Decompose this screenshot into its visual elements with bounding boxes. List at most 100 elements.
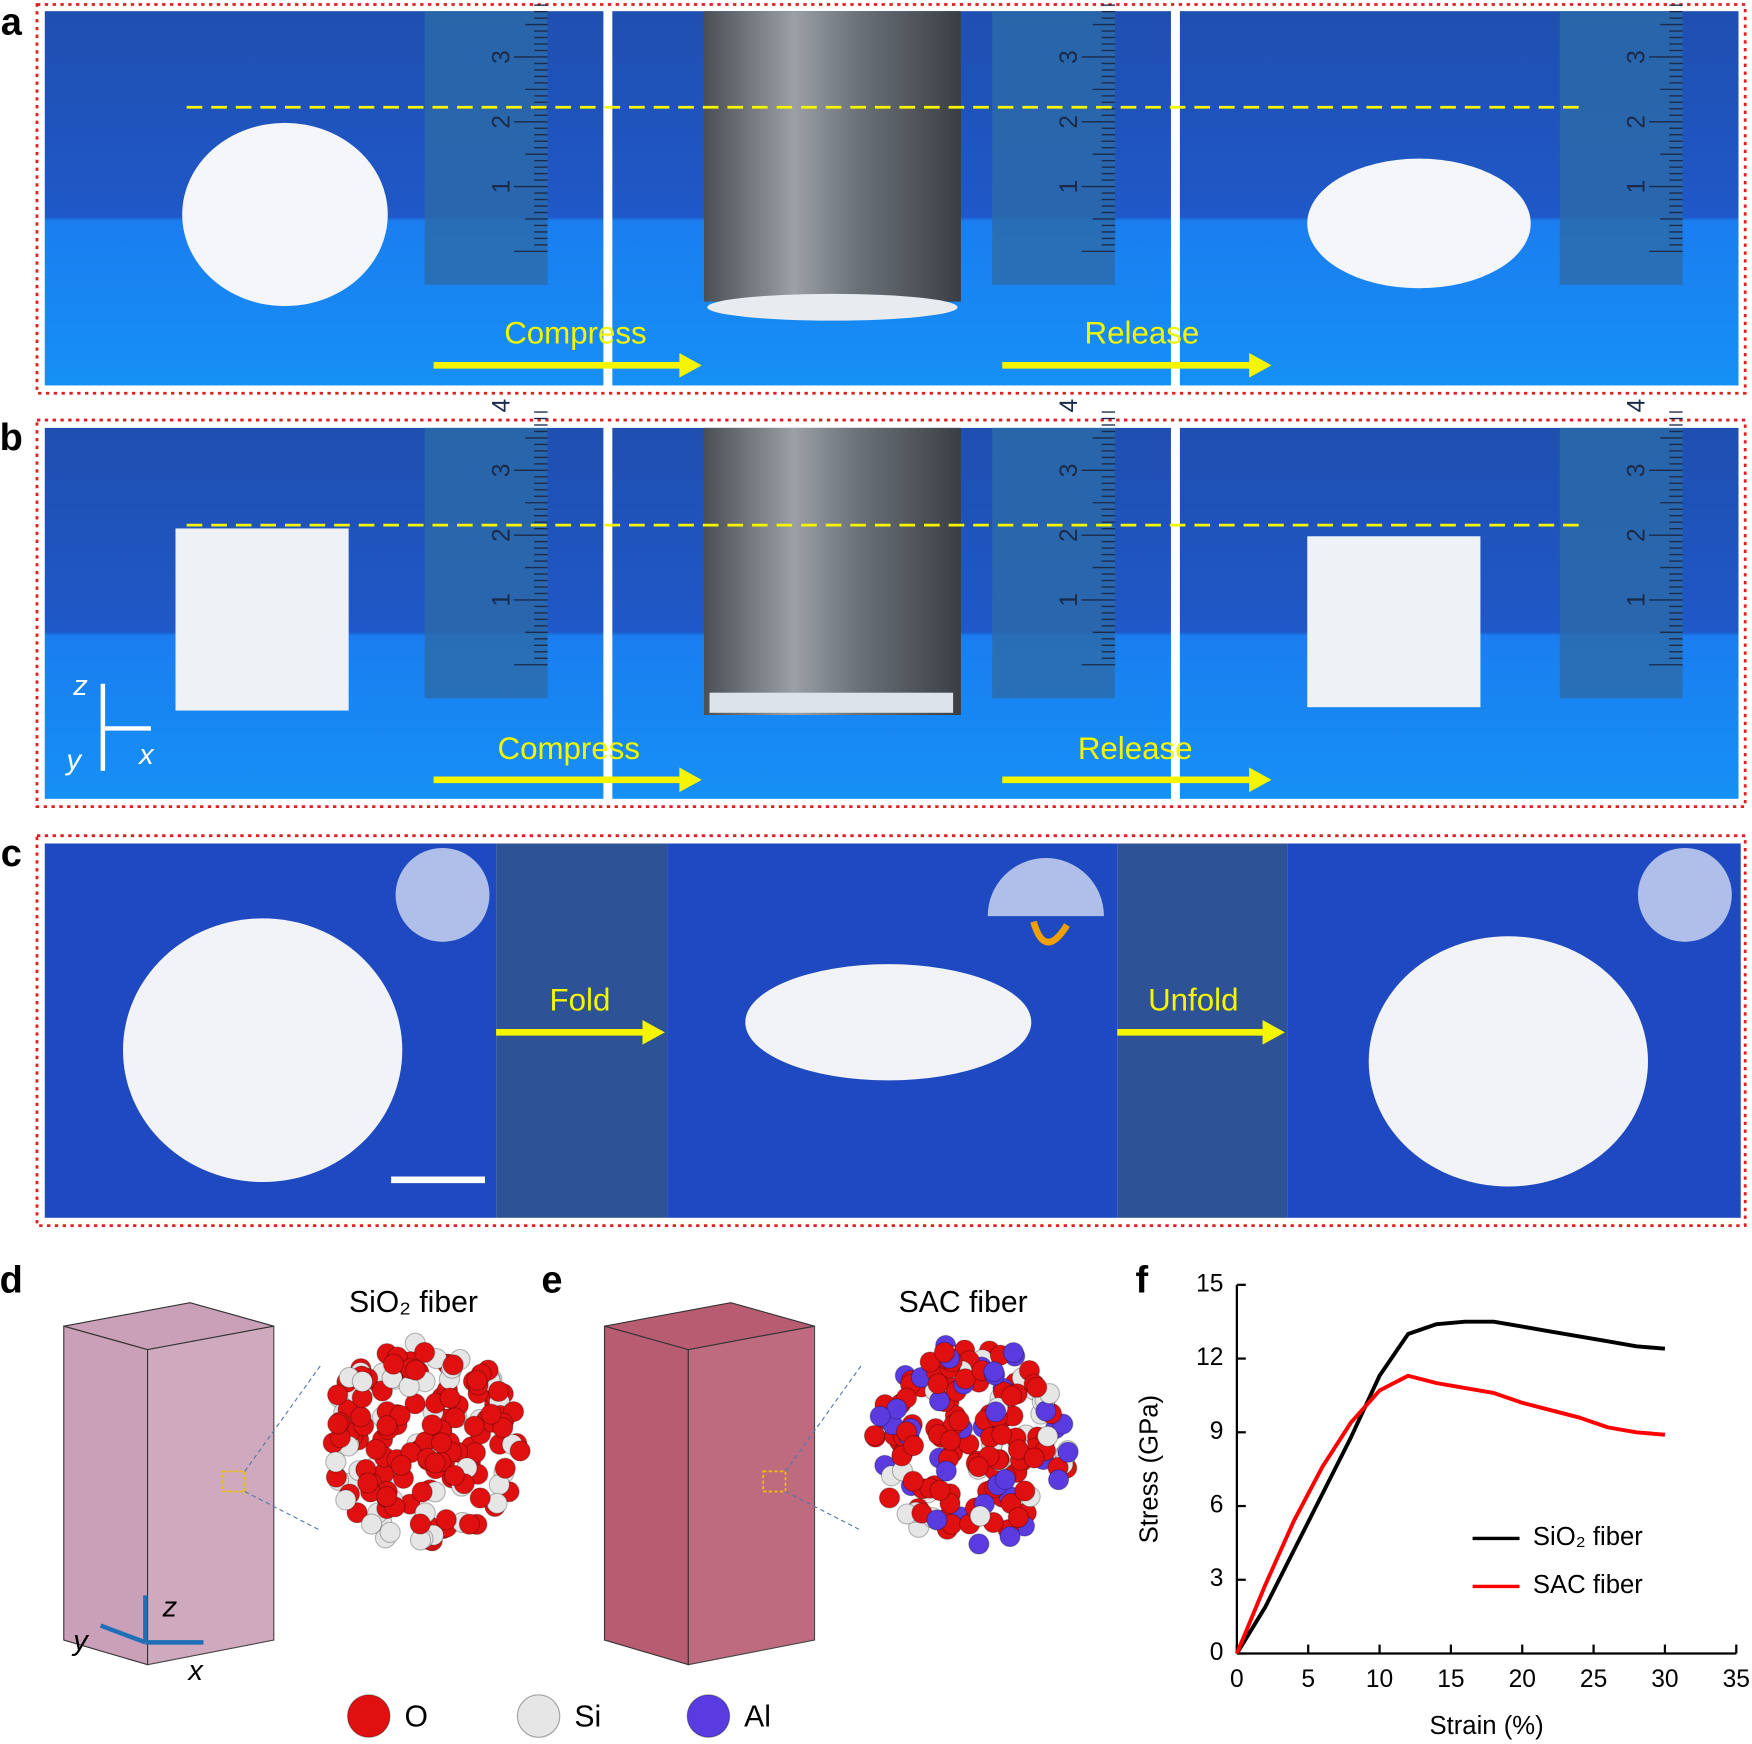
- atom: [999, 1525, 1021, 1548]
- atom: [1057, 1441, 1079, 1463]
- step-label: Unfold: [1148, 982, 1238, 1017]
- x-tick-label: 0: [1230, 1666, 1244, 1693]
- atom: [863, 1424, 886, 1447]
- atom: [968, 1533, 990, 1555]
- zoom-box: [221, 1470, 246, 1493]
- ruler-label: 2: [1056, 115, 1083, 129]
- atom: [379, 1521, 401, 1543]
- legend-label: SAC fiber: [1533, 1571, 1643, 1599]
- zoom-line: [244, 1364, 322, 1472]
- x-tick-label: 5: [1301, 1666, 1315, 1693]
- ruler-label: 4: [1623, 399, 1650, 413]
- atom: [357, 1472, 379, 1494]
- atom: [335, 1489, 357, 1511]
- atom: [424, 1452, 446, 1474]
- atom: [1035, 1400, 1057, 1422]
- atom: [902, 1435, 925, 1457]
- atom: [350, 1406, 372, 1428]
- legend-label: SiO₂ fiber: [1533, 1523, 1643, 1551]
- data-line: [1235, 1319, 1666, 1655]
- ruler-label: 1: [1623, 593, 1650, 607]
- atom: [480, 1403, 502, 1425]
- arrow-head: [642, 1020, 665, 1045]
- ruler-label: 3: [488, 50, 515, 64]
- y-tick-label: 6: [1210, 1492, 1224, 1519]
- atom: [444, 1407, 466, 1429]
- atom: [325, 1451, 347, 1473]
- zoom-line: [785, 1491, 862, 1532]
- atom: [439, 1387, 461, 1409]
- ruler: [992, 11, 1116, 285]
- atom: [991, 1424, 1013, 1446]
- atom: [869, 1405, 891, 1427]
- ruler-label: 3: [488, 464, 515, 478]
- atom: [967, 1456, 990, 1478]
- atom: [933, 1341, 956, 1364]
- axis-letter: z: [72, 670, 88, 702]
- atom: [985, 1401, 1007, 1423]
- ruler-label: 4: [488, 399, 515, 413]
- shape-icon: [395, 847, 490, 942]
- legend-atom: [686, 1694, 731, 1738]
- atom: [351, 1370, 373, 1393]
- atom: [443, 1464, 466, 1487]
- ruler-label: 3: [1056, 50, 1083, 64]
- atom: [1000, 1385, 1023, 1407]
- atom: [327, 1384, 349, 1406]
- ruler-label: 1: [1623, 180, 1650, 194]
- atom: [409, 1513, 431, 1535]
- atom: [1002, 1342, 1025, 1364]
- step-label: Compress: [504, 315, 646, 350]
- shape-icon: [987, 858, 1104, 917]
- atom: [878, 1487, 901, 1509]
- atom: [382, 1353, 405, 1375]
- ruler-label: 1: [1056, 180, 1083, 194]
- atom: [488, 1380, 510, 1402]
- atom: [1047, 1469, 1070, 1491]
- atom: [365, 1438, 387, 1460]
- axis-letter: y: [71, 1625, 89, 1657]
- atom: [929, 1479, 951, 1502]
- atom: [983, 1360, 1005, 1383]
- sponge: [182, 122, 388, 307]
- arrow-head: [1249, 767, 1272, 793]
- atom: [1026, 1376, 1048, 1398]
- axis-letter: x: [186, 1655, 204, 1687]
- axis-letter: x: [137, 739, 155, 771]
- ruler-label: 2: [488, 115, 515, 129]
- box-front: [63, 1325, 149, 1666]
- y-axis-label: Stress (GPa): [1136, 1395, 1164, 1543]
- box-side: [687, 1325, 816, 1666]
- x-tick-label: 25: [1580, 1666, 1607, 1693]
- legend-atom: [346, 1694, 391, 1738]
- panel-label: e: [541, 1260, 562, 1302]
- shape-icon: [1637, 847, 1732, 942]
- atom: [1007, 1506, 1029, 1529]
- sponge: [122, 918, 403, 1183]
- atom: [1037, 1425, 1059, 1447]
- sponge: [1307, 158, 1531, 289]
- press-cylinder: [703, 11, 961, 302]
- atom: [435, 1508, 457, 1531]
- sponge: [1307, 536, 1481, 708]
- y-tick-label: 0: [1210, 1639, 1224, 1666]
- atom: [466, 1369, 488, 1391]
- atom: [376, 1485, 398, 1508]
- axis-letter: y: [65, 745, 83, 777]
- atom: [935, 1460, 957, 1482]
- data-line: [1235, 1373, 1666, 1655]
- legend-label: Al: [744, 1700, 771, 1733]
- ruler-label: 1: [488, 180, 515, 194]
- atom: [413, 1341, 436, 1364]
- atom: [442, 1354, 464, 1376]
- atom: [954, 1368, 976, 1390]
- legend-label: Si: [574, 1700, 601, 1733]
- atom: [994, 1468, 1016, 1490]
- panel-label: a: [1, 2, 23, 44]
- y-tick-label: 15: [1196, 1270, 1223, 1297]
- atom: [939, 1429, 962, 1451]
- atom: [494, 1457, 516, 1479]
- atom: [360, 1513, 383, 1535]
- step-label: Compress: [498, 731, 640, 766]
